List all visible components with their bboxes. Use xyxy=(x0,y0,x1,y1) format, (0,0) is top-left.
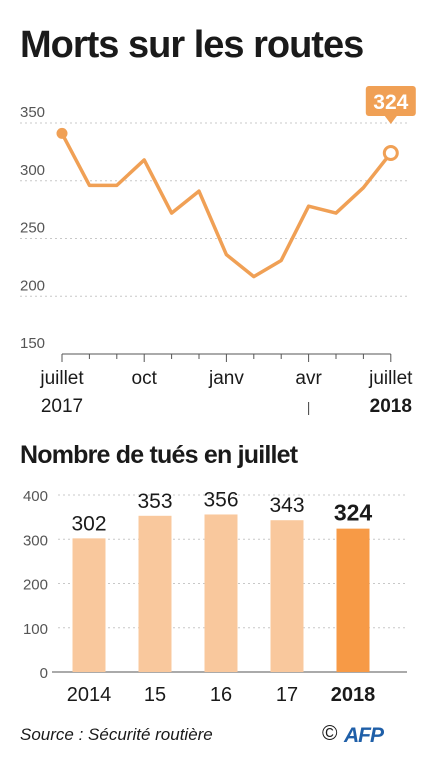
bar xyxy=(204,514,238,672)
x-tick-label: 2014 xyxy=(67,684,112,706)
bar-chart-title: Nombre de tués en juillet xyxy=(20,441,298,469)
value-callout-pointer xyxy=(384,116,397,124)
y-tick-label: 350 xyxy=(20,104,45,121)
x-tick-year-label: 2017 xyxy=(41,396,83,417)
start-point xyxy=(56,127,68,139)
y-tick-label: 300 xyxy=(23,532,48,549)
y-tick-label: 250 xyxy=(20,220,45,237)
x-tick-year-label: 2018 xyxy=(370,396,412,417)
x-tick-label: oct xyxy=(132,368,158,389)
end-point xyxy=(382,145,399,162)
y-tick-label: 100 xyxy=(23,621,48,638)
series-line xyxy=(60,131,393,279)
bar-chart: 0 100 200 300 400 302 2014 353 15 356 16 343 17 324 20… xyxy=(23,488,407,706)
bar-value-label: 343 xyxy=(269,494,304,517)
bar-value-label: 356 xyxy=(203,488,238,511)
bar-value-label: 324 xyxy=(334,500,373,526)
x-tick-year-label: | xyxy=(307,399,311,415)
x-tick-label: avr xyxy=(295,368,322,389)
x-tick-label: 2018 xyxy=(331,684,376,706)
x-tick-label: 16 xyxy=(210,684,232,706)
x-tick-label: 17 xyxy=(276,684,298,706)
bar xyxy=(138,515,172,672)
chart-title: Morts sur les routes xyxy=(20,24,364,66)
y-tick-label: 400 xyxy=(23,488,48,505)
y-tick-label: 150 xyxy=(20,335,45,352)
bar xyxy=(270,520,304,672)
copyright-icon: © xyxy=(322,722,338,745)
afp-logo: AFP xyxy=(344,724,384,747)
y-tick-label: 0 xyxy=(40,665,48,682)
bar-value-label: 353 xyxy=(137,490,172,513)
x-tick-label: juillet xyxy=(39,368,84,389)
source-text: Source : Sécurité routière xyxy=(20,725,213,744)
value-callout-label: 324 xyxy=(373,91,408,114)
bar xyxy=(336,528,370,672)
bar-value-label: 302 xyxy=(71,512,106,535)
bar xyxy=(72,538,106,672)
y-tick-label: 200 xyxy=(23,577,48,594)
y-tick-label: 300 xyxy=(20,162,45,179)
y-tick-label: 200 xyxy=(20,277,45,294)
line-chart: 150 200 250 300 350 juillet 2017 oct janv avr | jui… xyxy=(20,86,416,417)
x-tick-label: 15 xyxy=(144,684,166,706)
x-tick-label: janv xyxy=(208,368,244,389)
x-tick-label: juillet xyxy=(368,368,413,389)
value-callout-box xyxy=(365,86,416,116)
